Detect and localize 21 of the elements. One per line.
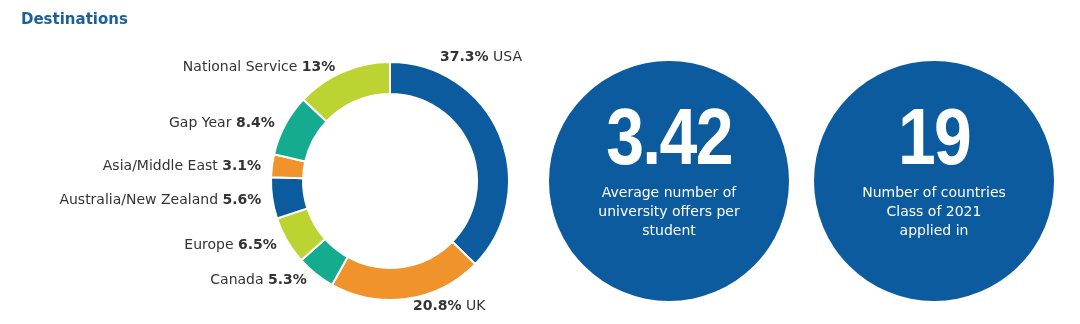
slice-label: UK (461, 296, 487, 313)
data-label: 6.5% (237, 235, 277, 252)
data-label: 8.4% (235, 114, 275, 131)
slice-label: Gap Year (169, 114, 236, 131)
data-label: 5.3% (268, 270, 307, 287)
slice-label: Australia/New Zealand (59, 191, 223, 207)
data-label: 3.1% (222, 156, 262, 173)
text: 19 (896, 92, 972, 181)
slice-label: Canada (210, 270, 269, 287)
slice-label: USA (488, 48, 523, 64)
slice-label: National Service (182, 58, 302, 75)
chart-title: Destinations (21, 9, 128, 28)
text: Number of countries Class of 2021 applied in (861, 183, 1007, 240)
text: 3.42 (605, 92, 733, 181)
slice-label: Europe (184, 235, 238, 252)
data-label: 20.8% (413, 296, 462, 313)
data-label: 13% (301, 58, 336, 75)
text: Average number of university offers per student (597, 183, 741, 240)
data-label: 37.3% (440, 48, 489, 64)
slice-label: Asia/Middle East (102, 156, 223, 173)
data-label: 5.6% (222, 191, 262, 207)
